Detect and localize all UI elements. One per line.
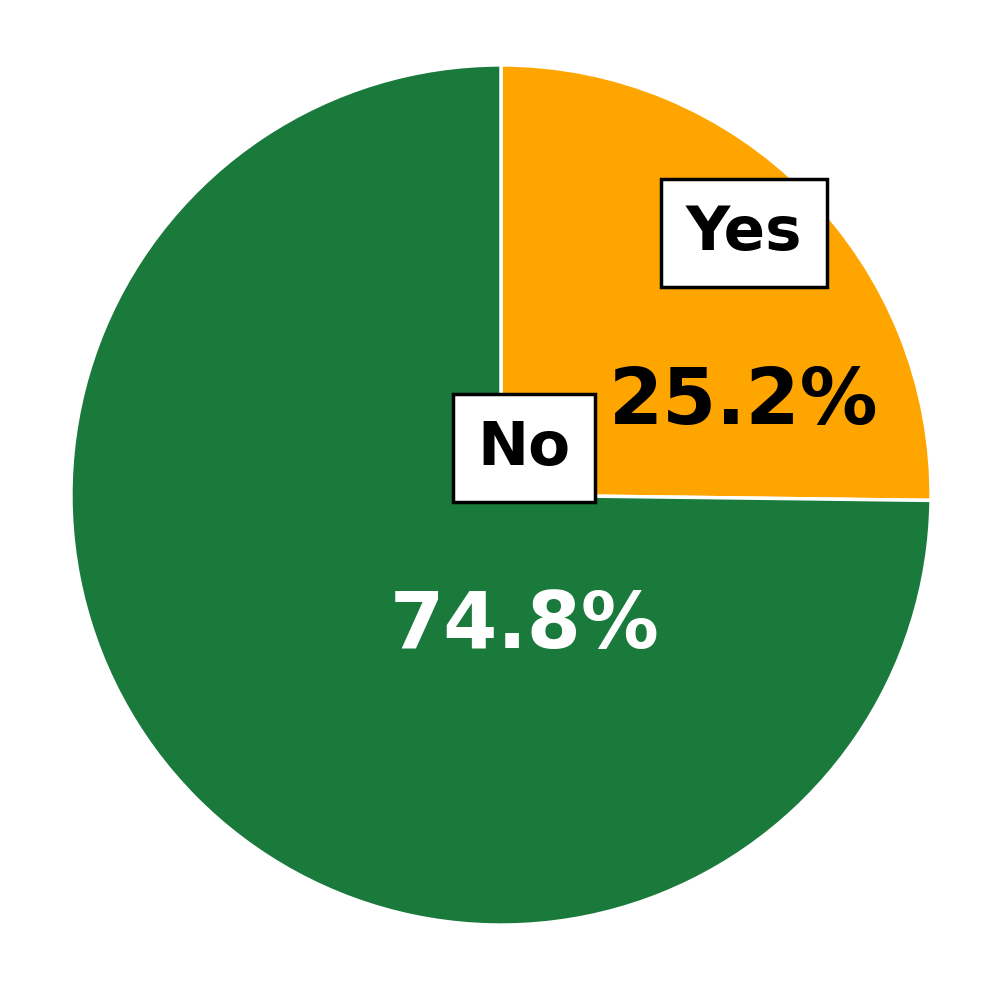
Wedge shape — [501, 65, 931, 500]
Text: No: No — [478, 419, 571, 478]
Wedge shape — [71, 65, 931, 925]
Text: 25.2%: 25.2% — [609, 363, 879, 440]
Text: 74.8%: 74.8% — [390, 588, 659, 664]
Text: Yes: Yes — [685, 204, 803, 262]
